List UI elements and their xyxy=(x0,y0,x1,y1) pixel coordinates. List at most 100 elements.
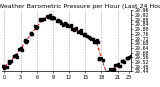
Point xyxy=(7,60,10,62)
Point xyxy=(34,25,36,27)
Point xyxy=(113,70,116,71)
Point xyxy=(30,33,33,35)
Point xyxy=(12,56,15,57)
Point xyxy=(74,28,76,29)
Point xyxy=(50,17,52,19)
Point xyxy=(84,33,87,35)
Point xyxy=(107,73,109,75)
Title: Milwaukee Weather Barometric Pressure per Hour (Last 24 Hours): Milwaukee Weather Barometric Pressure pe… xyxy=(0,4,160,9)
Point xyxy=(86,36,88,37)
Point xyxy=(125,57,128,58)
Point xyxy=(84,34,87,36)
Point xyxy=(24,40,27,42)
Point xyxy=(24,39,27,41)
Point xyxy=(7,61,10,63)
Point xyxy=(89,37,92,39)
Point xyxy=(19,48,22,49)
Point xyxy=(26,41,28,42)
Point xyxy=(52,17,54,18)
Point xyxy=(1,65,4,67)
Point xyxy=(19,48,22,50)
Point xyxy=(96,39,98,41)
Point xyxy=(75,28,77,29)
Point xyxy=(62,24,65,25)
Point xyxy=(79,32,82,33)
Point xyxy=(89,38,92,39)
Point xyxy=(66,25,69,26)
Point xyxy=(30,34,32,35)
Point xyxy=(41,19,43,21)
Point xyxy=(108,74,111,75)
Point xyxy=(126,57,128,58)
Point xyxy=(100,58,103,59)
Point xyxy=(95,41,98,43)
Point xyxy=(31,33,33,35)
Point xyxy=(92,38,94,40)
Point xyxy=(121,60,124,62)
Point xyxy=(3,65,5,67)
Point xyxy=(73,30,76,31)
Point xyxy=(14,55,16,57)
Point xyxy=(25,41,28,42)
Point xyxy=(129,56,132,57)
Point xyxy=(66,25,68,27)
Point xyxy=(98,59,101,60)
Point xyxy=(91,39,94,40)
Point xyxy=(16,57,18,58)
Point xyxy=(35,26,38,27)
Point xyxy=(122,61,124,62)
Point xyxy=(5,66,8,67)
Point xyxy=(55,21,58,22)
Point xyxy=(43,19,46,20)
Point xyxy=(69,25,72,27)
Point xyxy=(117,65,120,66)
Point xyxy=(109,69,111,70)
Point xyxy=(98,58,100,59)
Point xyxy=(41,19,44,20)
Point xyxy=(111,70,114,71)
Point xyxy=(106,73,108,74)
Point xyxy=(12,55,15,57)
Point xyxy=(39,19,41,20)
Point xyxy=(8,62,10,64)
Point xyxy=(30,33,32,34)
Point xyxy=(83,34,85,35)
Point xyxy=(112,68,115,70)
Point xyxy=(93,41,95,42)
Point xyxy=(64,23,66,24)
Point xyxy=(122,60,124,62)
Point xyxy=(106,72,109,73)
Point xyxy=(57,20,60,22)
Point xyxy=(79,31,81,32)
Point xyxy=(25,40,27,42)
Point xyxy=(3,67,6,69)
Point xyxy=(48,14,51,16)
Point xyxy=(21,49,24,51)
Point xyxy=(47,16,49,18)
Point xyxy=(127,57,129,59)
Point xyxy=(88,37,90,38)
Point xyxy=(35,28,38,29)
Point xyxy=(120,60,123,61)
Point xyxy=(3,66,6,67)
Point xyxy=(115,65,118,66)
Point xyxy=(96,41,99,43)
Point xyxy=(73,28,76,30)
Point xyxy=(48,16,50,17)
Point xyxy=(57,19,59,21)
Point xyxy=(82,34,85,35)
Point xyxy=(77,32,79,33)
Point xyxy=(102,59,104,60)
Point xyxy=(114,64,117,66)
Point xyxy=(35,26,38,28)
Point xyxy=(46,16,49,17)
Point xyxy=(68,25,70,26)
Point xyxy=(61,24,64,25)
Point xyxy=(127,57,130,58)
Point xyxy=(18,48,20,50)
Point xyxy=(8,61,11,63)
Point xyxy=(79,31,81,32)
Point xyxy=(30,32,32,33)
Point xyxy=(9,60,12,62)
Point xyxy=(48,17,50,18)
